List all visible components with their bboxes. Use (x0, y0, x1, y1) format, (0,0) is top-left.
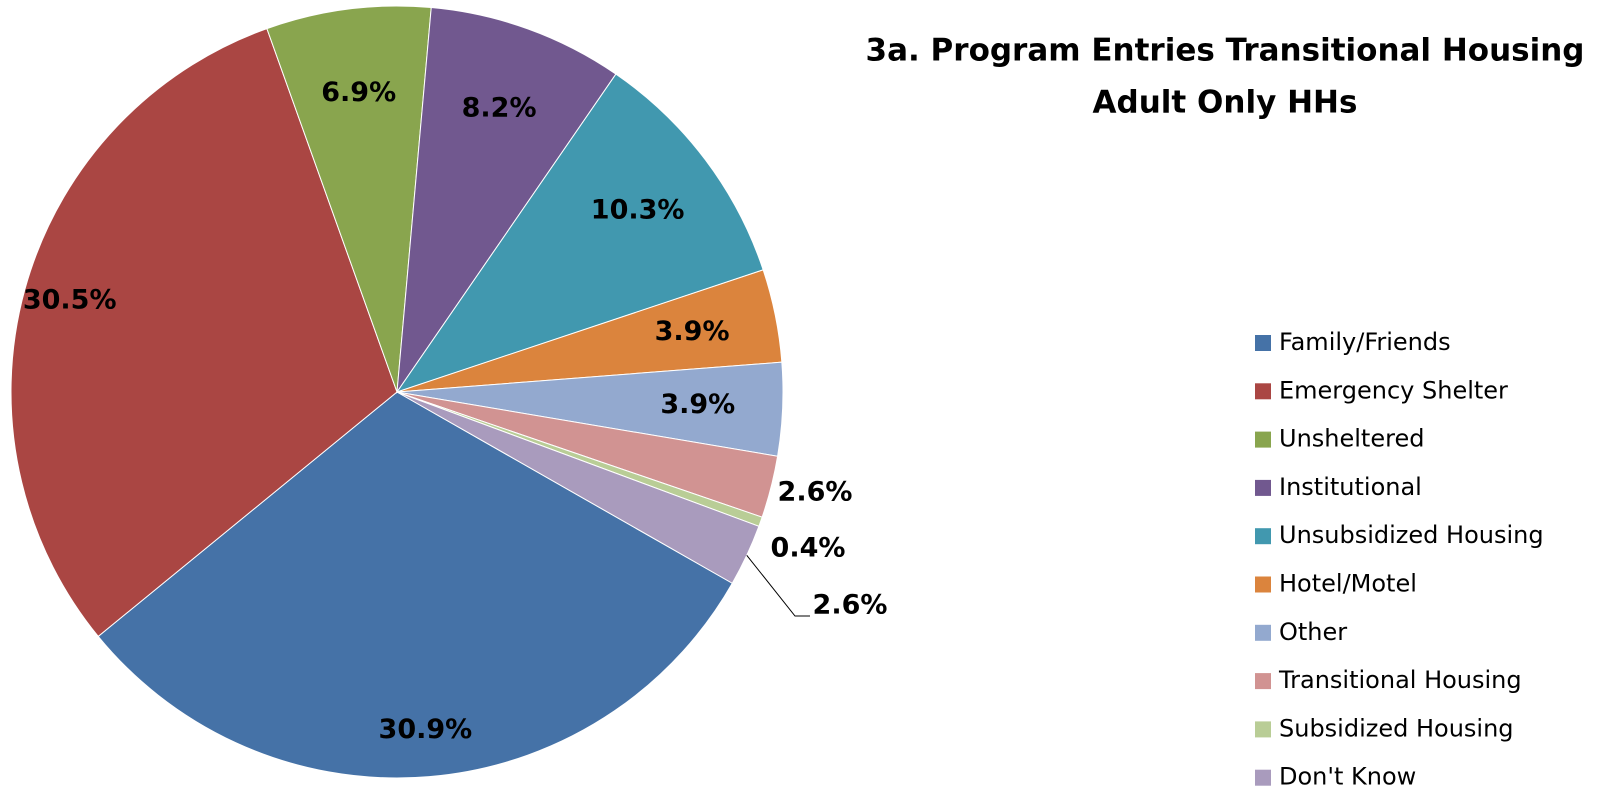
legend-label: Unsubsidized Housing (1279, 521, 1544, 549)
data-label: 2.6% (813, 590, 888, 621)
pie-slice (395, 73, 764, 393)
data-label: 30.9% (379, 714, 473, 745)
legend-label: Subsidized Housing (1279, 714, 1514, 742)
legend-label: Other (1279, 618, 1347, 646)
legend-swatch (1255, 576, 1271, 593)
legend-label: Institutional (1279, 473, 1422, 501)
data-label: 6.9% (321, 77, 396, 108)
chart-title: 3a. Program Entries Transitional Housing (866, 33, 1585, 69)
legend-label: Transitional Housing (1278, 666, 1522, 694)
legend-swatch (1255, 528, 1271, 545)
data-label: 0.4% (771, 533, 846, 564)
data-label: 2.6% (778, 477, 853, 508)
data-label: 10.3% (591, 195, 685, 226)
legend-swatch (1255, 479, 1271, 496)
legend-swatch (1255, 431, 1271, 448)
legend-swatch (1255, 673, 1271, 690)
pie-slice (396, 6, 617, 394)
legend-label: Emergency Shelter (1279, 376, 1508, 404)
legend-swatch (1255, 383, 1271, 400)
legend-label: Unsheltered (1279, 425, 1424, 453)
data-label: 3.9% (660, 389, 735, 420)
pie-slice (97, 391, 733, 779)
legend-label: Hotel/Motel (1279, 570, 1417, 598)
leader-line (746, 554, 810, 617)
legend-swatch (1255, 769, 1271, 786)
legend-label: Don't Know (1279, 763, 1416, 791)
data-label: 30.5% (23, 285, 117, 316)
legend-swatch (1255, 624, 1271, 641)
legend-label: Family/Friends (1279, 328, 1451, 356)
pie-slice (10, 27, 398, 638)
data-label: 3.9% (655, 316, 730, 347)
legend-swatch (1255, 721, 1271, 738)
chart-subtitle: Adult Only HHs (1093, 85, 1358, 121)
legend-swatch (1255, 335, 1271, 351)
pie-slice (266, 5, 432, 393)
data-label: 8.2% (462, 92, 537, 123)
